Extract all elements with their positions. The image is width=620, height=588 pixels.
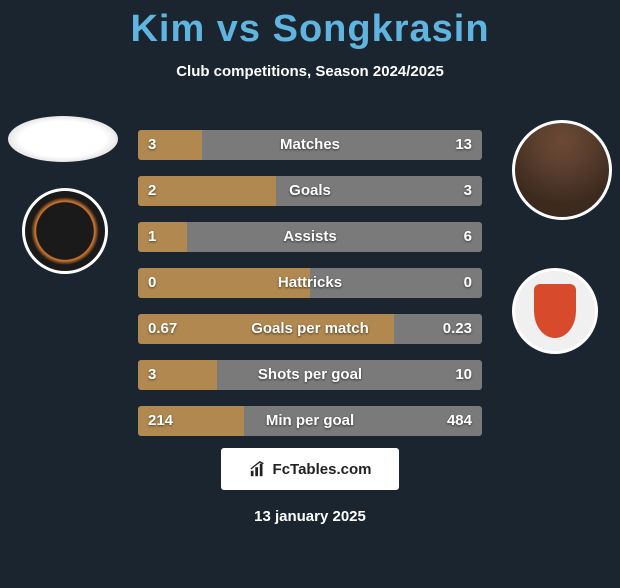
stat-row: 313Matches — [138, 130, 482, 160]
club-right-badge — [512, 268, 598, 354]
club-right-badge-shield — [534, 284, 576, 338]
player-left-avatar — [8, 116, 118, 162]
snapshot-date: 13 january 2025 — [0, 508, 620, 525]
stat-row: 23Goals — [138, 176, 482, 206]
stat-row: 310Shots per goal — [138, 360, 482, 390]
stat-label: Min per goal — [138, 406, 482, 436]
brand-bars-icon — [249, 460, 267, 478]
stat-label: Shots per goal — [138, 360, 482, 390]
stat-bars: 313Matches 23Goals 16Assists 00Hattricks 0.6… — [138, 130, 482, 452]
club-left-badge — [22, 188, 108, 274]
comparison-subtitle: Club competitions, Season 2024/2025 — [0, 63, 620, 80]
player-right-avatar — [512, 120, 612, 220]
stat-row: 00Hattricks — [138, 268, 482, 298]
stat-label: Matches — [138, 130, 482, 160]
comparison-title: Kim vs Songkrasin — [0, 8, 620, 51]
stat-row: 214484Min per goal — [138, 406, 482, 436]
stat-row: 0.670.23Goals per match — [138, 314, 482, 344]
stat-label: Assists — [138, 222, 482, 252]
stat-label: Goals — [138, 176, 482, 206]
brand-badge: FcTables.com — [221, 448, 399, 490]
stat-row: 16Assists — [138, 222, 482, 252]
stat-label: Goals per match — [138, 314, 482, 344]
stat-label: Hattricks — [138, 268, 482, 298]
brand-text: FcTables.com — [273, 461, 372, 478]
